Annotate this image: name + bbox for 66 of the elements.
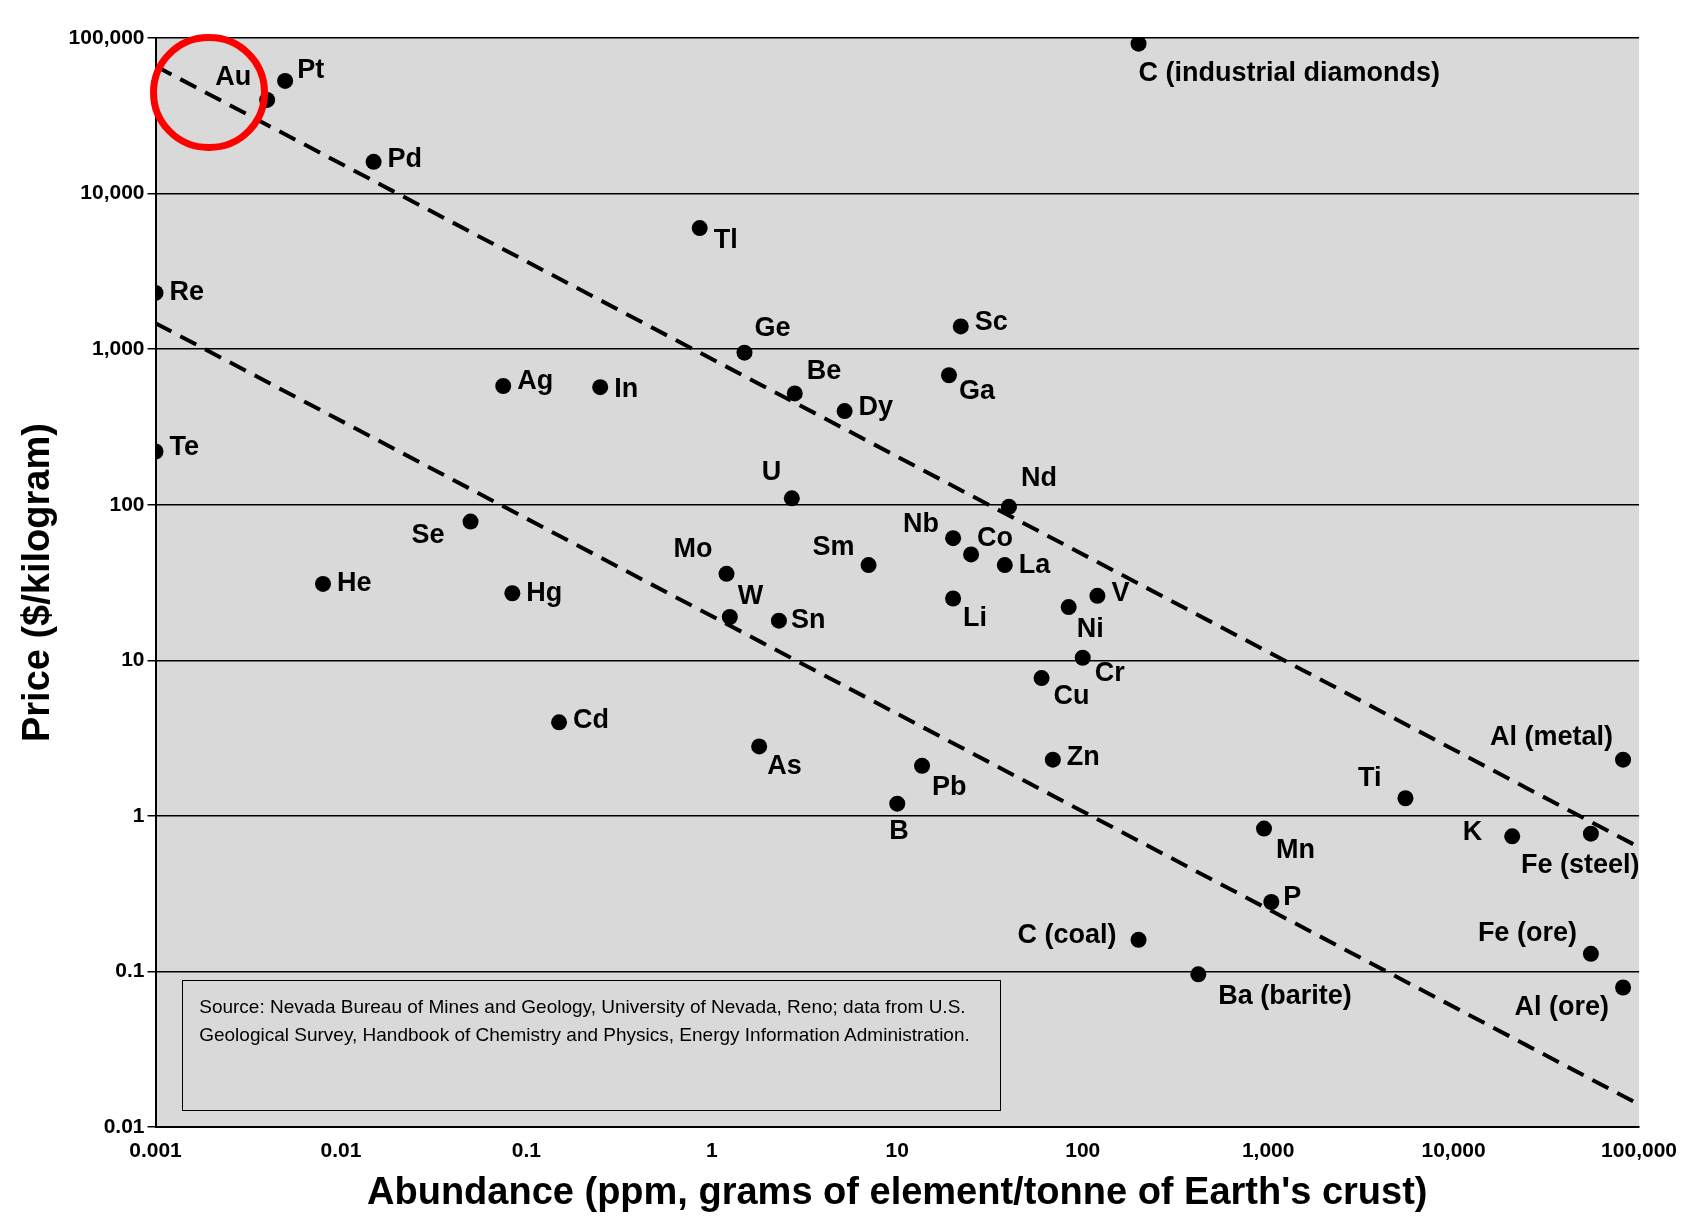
- annotation: Source: Nevada Bureau of Mines and Geology, University of Nevada, Reno; data from U.S. Geological Survey, Handbook of Chemistry and Physics, Energy Information Administration.: [199, 995, 971, 1048]
- annotation: K: [1462, 815, 1483, 846]
- x-tick-label: 0.01: [320, 1137, 362, 1161]
- x-tick-label: 100: [1065, 1137, 1101, 1161]
- annotation: Nd: [1020, 462, 1057, 493]
- annotation: Ti: [1357, 761, 1382, 792]
- x-tick-label: 1: [705, 1137, 718, 1161]
- annotation: Re: [169, 276, 205, 307]
- x-tick-label: 10,000: [1421, 1137, 1486, 1161]
- y-tick-label: 1,000: [91, 336, 145, 359]
- annotation: Ga: [958, 374, 996, 405]
- annotation: W: [737, 580, 764, 611]
- y-tick-label: 100: [109, 491, 145, 515]
- x-tick-label: 100,000: [1601, 1137, 1678, 1161]
- annotation: Cu: [1053, 679, 1090, 710]
- annotation: Tl: [713, 223, 738, 254]
- x-tick-label: 0.1: [511, 1137, 542, 1161]
- annotation: Mo: [673, 533, 713, 564]
- y-tick-label: 0.01: [103, 1114, 145, 1137]
- x-tick-label: 0.001: [129, 1137, 183, 1161]
- annotation: Sn: [790, 604, 826, 635]
- y-tick-label: 100,000: [68, 24, 145, 48]
- x-tick-label: 1,000: [1241, 1137, 1295, 1161]
- annotation: B: [889, 815, 909, 846]
- annotation: Ge: [754, 312, 791, 343]
- annotation: Al (metal): [1490, 721, 1614, 752]
- annotation: Hg: [526, 576, 563, 607]
- y-axis-title: Price ($/kilogram): [15, 423, 58, 743]
- annotation: Au: [215, 61, 252, 92]
- annotation: Pb: [932, 771, 967, 802]
- annotation: C (industrial diamonds): [1138, 57, 1441, 88]
- annotation: Ni: [1076, 612, 1104, 643]
- annotation: Al (ore): [1514, 990, 1610, 1021]
- annotation: P: [1283, 881, 1302, 912]
- annotation: As: [767, 749, 802, 780]
- annotation: Sc: [974, 305, 1008, 336]
- annotation: Sm: [812, 530, 855, 561]
- annotation: He: [336, 567, 372, 598]
- annotation: Ba (barite): [1218, 979, 1352, 1010]
- annotation: Cd: [573, 703, 610, 734]
- annotation: Pt: [297, 54, 325, 85]
- annotation: Se: [411, 519, 445, 550]
- annotation: Ag: [517, 365, 554, 396]
- x-tick-label: 10: [885, 1137, 909, 1161]
- annotation: Be: [806, 354, 842, 385]
- annotation: La: [1018, 548, 1052, 579]
- annotation: Cr: [1094, 657, 1126, 688]
- annotation: Co: [977, 521, 1014, 552]
- annotation: Te: [169, 430, 200, 461]
- annotation: C (coal): [1017, 919, 1117, 950]
- y-tick-label: 0.1: [115, 958, 145, 982]
- annotation: U: [761, 455, 782, 486]
- y-tick-label: 10,000: [80, 180, 145, 204]
- annotation: Zn: [1066, 741, 1100, 772]
- y-tick-label: 1: [132, 802, 145, 826]
- annotation: Nb: [903, 507, 940, 538]
- annotation: Dy: [858, 390, 894, 421]
- annotation: Li: [963, 601, 988, 632]
- annotation: Fe (steel): [1520, 849, 1640, 880]
- annotation: Mn: [1276, 834, 1316, 865]
- annotation: In: [614, 372, 639, 403]
- annotation: Pd: [387, 143, 423, 174]
- y-tick-label: 10: [121, 647, 145, 671]
- x-axis-title: Abundance (ppm, grams of element/tonne of Earth's crust): [367, 1169, 1428, 1212]
- annotation: V: [1111, 577, 1130, 608]
- annotation: Fe (ore): [1477, 917, 1577, 948]
